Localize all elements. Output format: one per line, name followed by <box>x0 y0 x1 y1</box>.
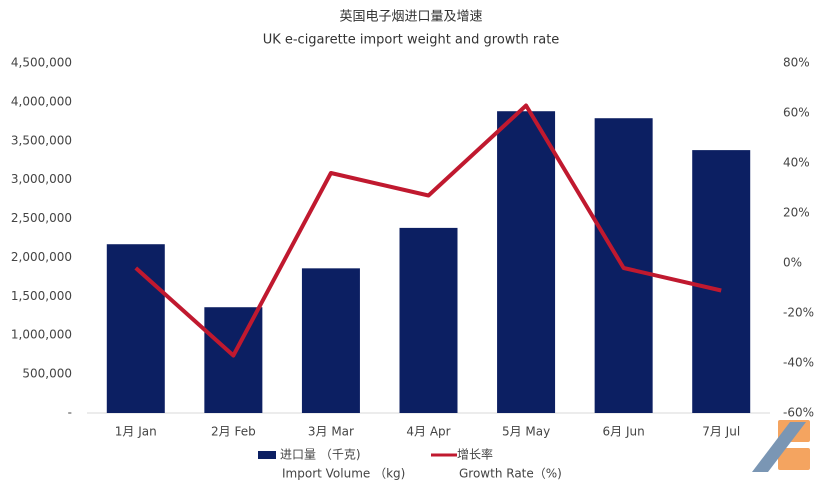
legend-label-en: Growth Rate（%) <box>459 467 562 481</box>
y-tick-label: 500,000 <box>22 367 72 381</box>
x-tick-label: 1月 Jan <box>115 425 157 439</box>
y2-tick-label: -20% <box>783 306 814 320</box>
y2-tick-label: 60% <box>783 106 810 120</box>
legend-label: 进口量 （千克) <box>280 448 361 462</box>
y2-tick-label: -40% <box>783 356 814 370</box>
legend-swatch <box>258 451 276 459</box>
x-tick-label: 2月 Feb <box>211 425 256 439</box>
y2-tick-label: 0% <box>783 256 802 270</box>
y-tick-label: 3,000,000 <box>11 172 72 186</box>
y2-tick-label: -60% <box>783 406 814 420</box>
y-tick-label: 4,000,000 <box>11 94 72 108</box>
y-tick-label: 1,000,000 <box>11 328 72 342</box>
y2-tick-label: 80% <box>783 56 810 70</box>
x-tick-label: 6月 Jun <box>603 425 645 439</box>
y-tick-label: 3,500,000 <box>11 133 72 147</box>
bar <box>204 307 263 413</box>
x-tick-label: 5月 May <box>502 425 550 439</box>
chart-subtitle: UK e-cigarette import weight and growth … <box>263 33 560 48</box>
legend-label: 增长率 <box>457 447 493 462</box>
y-tick-label: 4,500,000 <box>11 56 72 70</box>
logo <box>752 420 810 472</box>
y-tick-label: 2,500,000 <box>11 211 72 225</box>
y2-tick-label: 40% <box>783 156 810 170</box>
y-tick-label: 1,500,000 <box>11 289 72 303</box>
bar <box>399 227 458 413</box>
y-tick-label: 2,000,000 <box>11 250 72 264</box>
bar <box>301 268 360 413</box>
line <box>134 103 722 358</box>
x-tick-label: 7月 Jul <box>702 425 740 439</box>
bar <box>106 244 165 413</box>
y2-tick-label: 20% <box>783 206 810 220</box>
chart-title: 英国电子烟进口量及增速 <box>339 10 482 25</box>
bar <box>692 150 751 413</box>
bar <box>497 111 556 413</box>
y-tick-label: - <box>68 406 72 420</box>
legend-label-en: Import Volume （kg) <box>282 467 405 481</box>
x-tick-label: 3月 Mar <box>308 425 354 439</box>
x-tick-label: 4月 Apr <box>406 425 450 439</box>
